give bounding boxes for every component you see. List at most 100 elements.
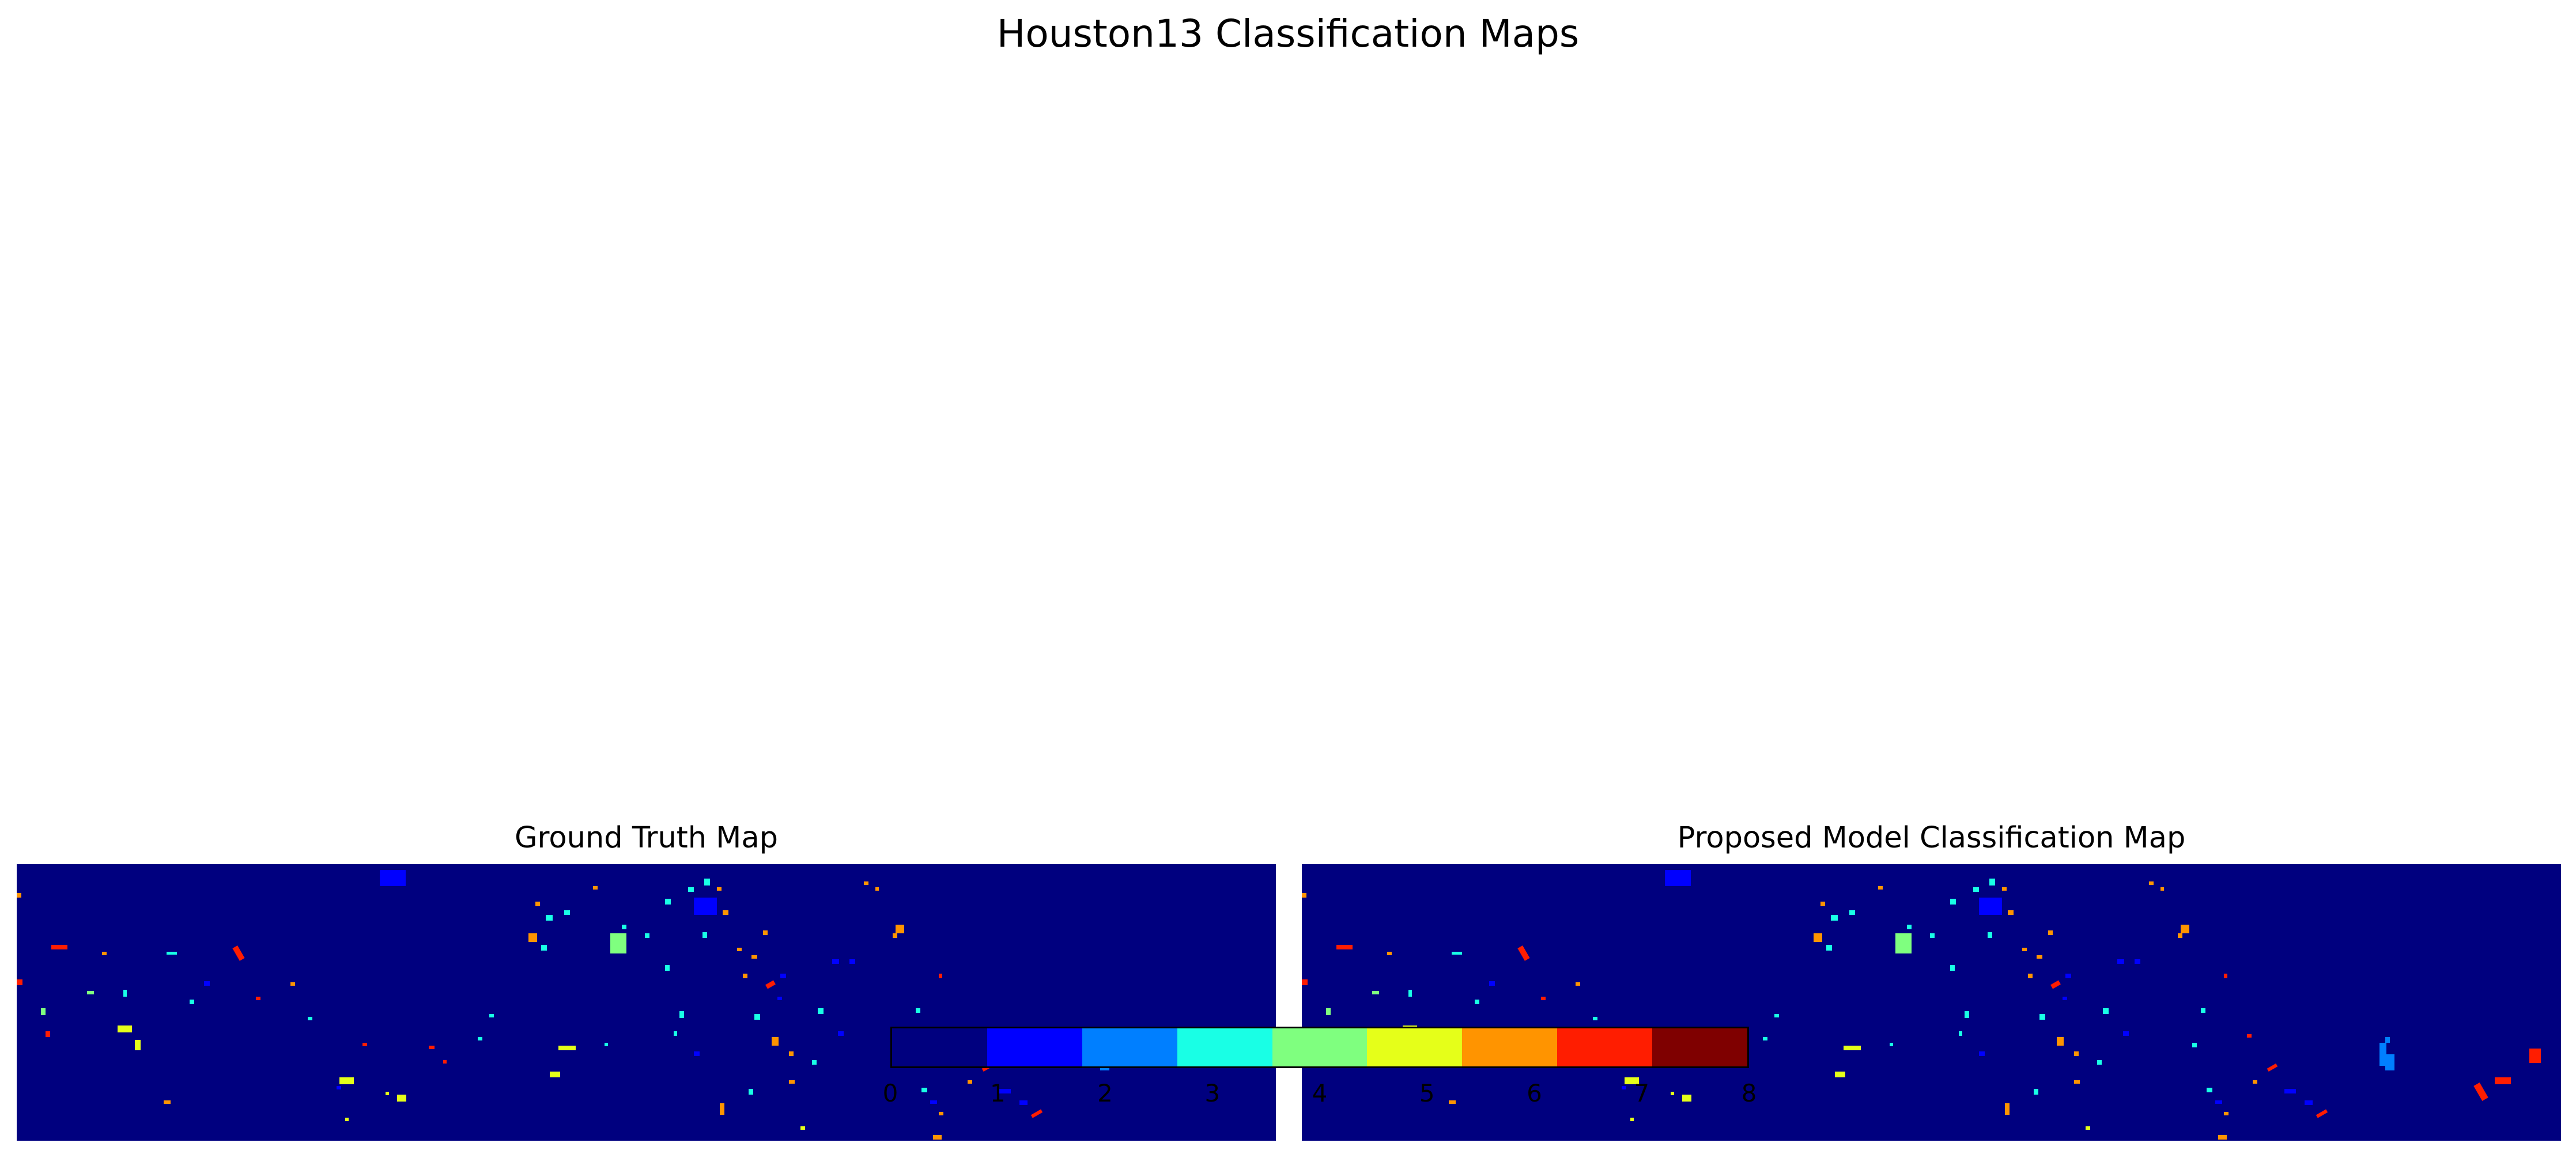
prediction-patch [2037, 955, 2042, 959]
prediction-patch [2379, 1043, 2386, 1066]
prediction-patch [1774, 1014, 1779, 1017]
colorbar-tick-1: 1 [989, 1079, 1006, 1107]
prediction-patch [2385, 1054, 2394, 1070]
prediction-patch [2149, 881, 2154, 885]
prediction-patch [1814, 933, 1822, 942]
prediction-patch [1895, 933, 1912, 953]
prediction-patch [2135, 959, 2140, 964]
ground-truth-patch [694, 1051, 700, 1056]
prediction-patch [2022, 948, 2027, 951]
prediction-patch [1950, 899, 1956, 905]
ground-truth-patch [849, 959, 855, 964]
colorbar-segment-0 [892, 1028, 987, 1066]
ground-truth-patch [232, 945, 245, 961]
ground-truth-patch [337, 1086, 341, 1089]
prediction-patch [2063, 997, 2067, 1000]
prediction-patch [2097, 1060, 2102, 1065]
colorbar-tick-5: 5 [1419, 1079, 1435, 1107]
prediction-patch [2074, 1080, 2080, 1084]
prediction-patch [2192, 1043, 2197, 1047]
prediction-patch [2039, 1014, 2045, 1020]
ground-truth-patch [478, 1037, 482, 1040]
colorbar-tick-0: 0 [882, 1079, 898, 1107]
prediction-patch [1671, 1092, 1674, 1095]
ground-truth-patch [17, 979, 22, 985]
prediction-patch [2305, 1100, 2313, 1105]
prediction-patch [1763, 1037, 1767, 1040]
prediction-patch [1372, 991, 1379, 994]
prediction-patch [2495, 1077, 2511, 1084]
ground-truth-patch [118, 1025, 132, 1032]
ground-truth-patch [362, 1043, 367, 1046]
ground-truth-patch [939, 974, 942, 978]
ground-truth-patch [164, 1100, 171, 1104]
ground-truth-patch [102, 952, 107, 955]
ground-truth-patch [789, 1051, 794, 1056]
ground-truth-patch [704, 879, 710, 885]
ground-truth-patch [763, 930, 768, 935]
colorbar-tick-6: 6 [1527, 1079, 1542, 1107]
prediction-patch [1979, 1051, 1985, 1056]
colorbar-tick-3: 3 [1204, 1079, 1221, 1107]
ground-truth-patch [443, 1060, 447, 1064]
prediction-patch [1989, 879, 1995, 885]
prediction-patch [1973, 887, 1979, 892]
ground-truth-patch [123, 990, 127, 997]
prediction-patch [1449, 1100, 1456, 1104]
ground-truth-patch [397, 1095, 406, 1102]
ground-truth-patch [308, 1017, 312, 1020]
prediction-patch [1408, 990, 1412, 997]
prediction-patch [2284, 1089, 2296, 1093]
prediction-patch [2074, 1051, 2079, 1056]
ground-truth-patch [723, 910, 728, 915]
prediction-patch [1820, 902, 1825, 906]
prediction-patch [2160, 887, 2164, 891]
ground-truth-patch [921, 1088, 927, 1092]
ground-truth-patch [812, 1060, 817, 1065]
colorbar-tick-8: 8 [1741, 1079, 1757, 1107]
ground-truth-patch [743, 974, 747, 978]
ground-truth-patch [777, 997, 782, 1000]
prediction-patch [1988, 932, 1992, 938]
ground-truth-patch [610, 933, 626, 953]
prediction-patch [1950, 965, 1955, 971]
prediction-patch [2178, 933, 2182, 938]
ground-truth-patch [818, 1008, 824, 1014]
ground-truth-patch [558, 1046, 576, 1050]
prediction-patch [2002, 887, 2007, 891]
ground-truth-patch [256, 997, 260, 1000]
prediction-patch [2057, 1037, 2064, 1046]
prediction-patch [2385, 1037, 2390, 1043]
ground-truth-patch [749, 1089, 753, 1095]
prediction-patch [1890, 1043, 1893, 1046]
prediction-patch [1682, 1095, 1691, 1102]
ground-truth-patch [765, 980, 776, 989]
ground-truth-patch [720, 1103, 724, 1115]
prediction-patch [1452, 952, 1462, 955]
ground-truth-patch [916, 1008, 920, 1013]
prediction-patch [2207, 1088, 2212, 1092]
prediction-patch [1844, 1046, 1861, 1050]
prediction-patch [2224, 1112, 2228, 1115]
colorbar-tick-2: 2 [1097, 1079, 1113, 1107]
ground-truth-patch [864, 881, 868, 885]
prediction-patch [2316, 1109, 2328, 1118]
ground-truth-patch [968, 1080, 972, 1084]
prediction-patch [1593, 1017, 1597, 1020]
prediction-patch [1622, 1086, 1626, 1089]
colorbar-segment-2 [1082, 1028, 1177, 1066]
ground-truth-patch [737, 948, 742, 951]
colorbar-segment-6 [1462, 1028, 1558, 1066]
ground-truth-patch [51, 945, 67, 949]
ground-truth-patch [838, 1031, 844, 1036]
ground-truth-patch [645, 933, 649, 938]
ground-truth-patch [717, 887, 722, 891]
ground-truth-patch [87, 991, 94, 994]
ground-truth-patch [754, 1014, 760, 1020]
prediction-patch [2028, 974, 2033, 978]
ground-truth-patch [930, 1100, 937, 1104]
ground-truth-patch [190, 1000, 194, 1004]
prediction-patch [1517, 945, 1530, 961]
figure-title: Houston13 Classification Maps [996, 12, 1580, 56]
prediction-patch [2181, 925, 2189, 933]
